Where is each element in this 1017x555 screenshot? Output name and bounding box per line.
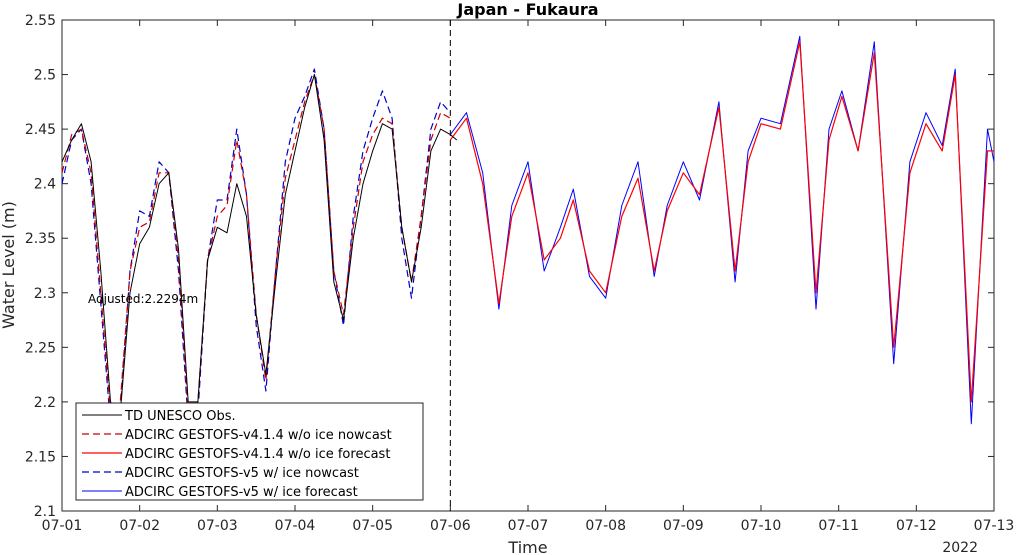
x-tick-label: 07-03 [197, 518, 238, 534]
y-tick-label: 2.35 [25, 231, 56, 247]
x-tick-label: 07-08 [585, 518, 626, 534]
x-tick-label: 07-09 [663, 518, 704, 534]
chart-title: Japan - Fukaura [456, 0, 598, 19]
adjusted-annotation: Adjusted:2.2294m [88, 292, 198, 306]
x-tick-label: 07-12 [896, 518, 937, 534]
x-tick-label: 07-07 [508, 518, 549, 534]
year-label: 2022 [942, 540, 978, 555]
legend-entry-label: TD UNESCO Obs. [124, 409, 236, 424]
y-tick-label: 2.45 [25, 122, 56, 138]
y-tick-label: 2.2 [34, 395, 56, 411]
legend-entry-label: ADCIRC GESTOFS-v4.1.4 w/o ice forecast [125, 447, 390, 462]
y-tick-label: 2.5 [34, 68, 56, 84]
series-line-v4_forecast [449, 41, 994, 403]
y-tick-label: 2.1 [34, 504, 56, 520]
x-tick-label: 07-06 [430, 518, 471, 534]
legend-entry-label: ADCIRC GESTOFS-v5 w/ ice forecast [125, 485, 358, 500]
x-tick-label: 07-04 [275, 518, 316, 534]
legend-entry-label: ADCIRC GESTOFS-v4.1.4 w/o ice nowcast [125, 428, 392, 443]
x-tick-label: 07-11 [818, 518, 859, 534]
x-tick-label: 07-05 [352, 518, 393, 534]
y-tick-label: 2.55 [25, 13, 56, 29]
x-tick-label: 07-01 [42, 518, 83, 534]
tick-marks [61, 19, 995, 512]
x-tick-label: 07-10 [741, 518, 782, 534]
x-tick-label: 07-02 [119, 518, 160, 534]
legend: TD UNESCO Obs. ADCIRC GESTOFS-v4.1.4 w/o … [75, 402, 424, 501]
y-tick-label: 2.3 [34, 286, 56, 302]
series-line-obs [61, 74, 458, 414]
legend-box [75, 402, 424, 501]
y-tick-label: 2.15 [25, 449, 56, 465]
y-axis-title: Water Level (m) [0, 201, 18, 329]
series-layer [61, 35, 995, 425]
y-tick-label: 2.4 [34, 177, 56, 193]
x-tick-labels: 07-01 07-02 07-03 07-04 07-05 07-06 07-07 07-08… [42, 518, 1015, 534]
y-tick-label: 2.25 [25, 340, 56, 356]
legend-entry-label: ADCIRC GESTOFS-v5 w/ ice nowcast [125, 466, 359, 481]
x-axis-title: Time [507, 538, 547, 555]
y-tick-labels: 2.1 2.15 2.2 2.25 2.3 2.35 2.4 2.45 2.5 2.55 [25, 13, 56, 520]
x-tick-label: 07-13 [974, 518, 1015, 534]
